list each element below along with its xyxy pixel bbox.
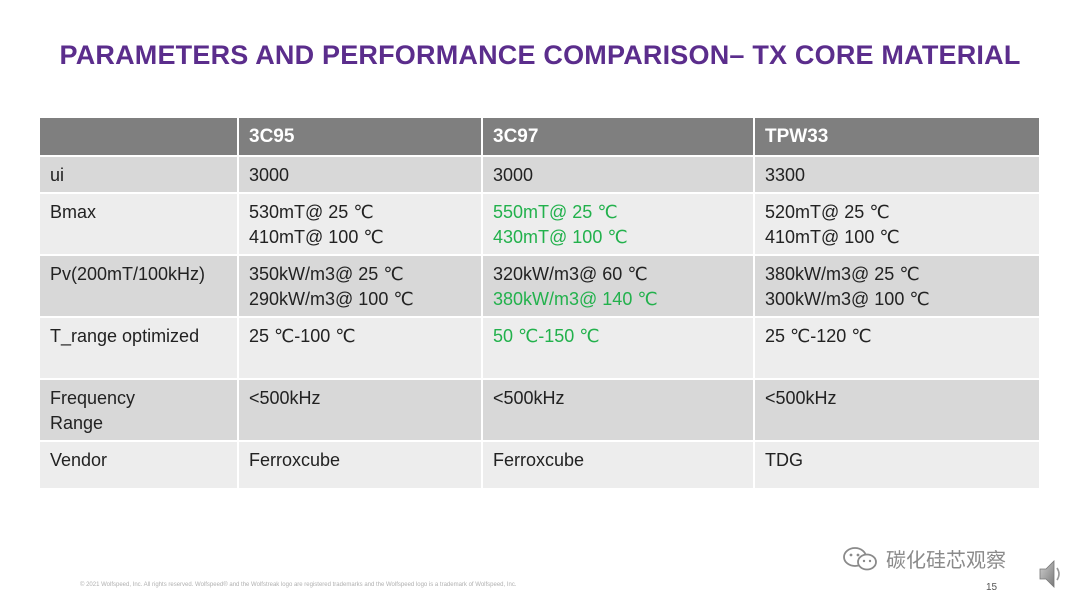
speaker-icon[interactable] <box>1038 557 1066 591</box>
header-cell-tpw33: TPW33 <box>754 118 1039 157</box>
row-label: T_range optimized <box>40 317 239 380</box>
table-cell: Ferroxcube <box>482 441 755 490</box>
table-cell: 520mT@ 25 ℃ 410mT@ 100 ℃ <box>754 193 1039 256</box>
watermark-text: 碳化硅芯观察 <box>886 550 1006 572</box>
table-cell: 3300 <box>754 156 1039 194</box>
table-cell: <500kHz <box>754 379 1039 442</box>
row-label: Vendor <box>40 441 239 490</box>
header-cell-3c95: 3C95 <box>238 118 483 157</box>
table-row-vendor: Vendor Ferroxcube Ferroxcube TDG <box>40 441 1039 490</box>
wechat-icon <box>843 546 877 570</box>
table-row-frequency: Frequency Range <500kHz <500kHz <500kHz <box>40 379 1039 442</box>
row-label: Pv(200mT/100kHz) <box>40 255 239 318</box>
header-cell-3c97: 3C97 <box>482 118 755 157</box>
comparison-table: 3C95 3C97 TPW33 ui 3000 3000 3300 Bmax 5… <box>40 118 1039 490</box>
row-label: Frequency Range <box>40 379 239 442</box>
table-header-row: 3C95 3C97 TPW33 <box>40 118 1039 157</box>
table-cell: 380kW/m3@ 25 ℃ 300kW/m3@ 100 ℃ <box>754 255 1039 318</box>
table-cell: 550mT@ 25 ℃ 430mT@ 100 ℃ <box>482 193 755 256</box>
table-cell: 50 ℃-150 ℃ <box>482 317 755 380</box>
table-cell: 3000 <box>238 156 483 194</box>
table-cell: 530mT@ 25 ℃ 410mT@ 100 ℃ <box>238 193 483 256</box>
table-cell: 25 ℃-120 ℃ <box>754 317 1039 380</box>
table-cell: 3000 <box>482 156 755 194</box>
table-cell: 350kW/m3@ 25 ℃ 290kW/m3@ 100 ℃ <box>238 255 483 318</box>
table-cell: 320kW/m3@ 60 ℃ 380kW/m3@ 140 ℃ <box>482 255 755 318</box>
page-number: 15 <box>986 582 998 593</box>
table-cell: <500kHz <box>482 379 755 442</box>
table-cell: TDG <box>754 441 1039 490</box>
row-label: Bmax <box>40 193 239 256</box>
table-row-bmax: Bmax 530mT@ 25 ℃ 410mT@ 100 ℃ 550mT@ 25 ℃… <box>40 193 1039 256</box>
table-row-pv: Pv(200mT/100kHz) 350kW/m3@ 25 ℃ 290kW/m3@… <box>40 255 1039 318</box>
table-row-ui: ui 3000 3000 3300 <box>40 156 1039 194</box>
table-cell: 25 ℃-100 ℃ <box>238 317 483 380</box>
table-row-trange: T_range optimized 25 ℃-100 ℃ 50 ℃-150 ℃ … <box>40 317 1039 380</box>
table-cell: Ferroxcube <box>238 441 483 490</box>
header-cell-empty <box>40 118 239 157</box>
watermark: 碳化硅芯观察 <box>842 544 1006 573</box>
table-cell: <500kHz <box>238 379 483 442</box>
copyright-footer: © 2021 Wolfspeed, Inc. All rights reserv… <box>80 582 517 588</box>
row-label: ui <box>40 156 239 194</box>
slide-title: PARAMETERS AND PERFORMANCE COMPARISON– T… <box>59 40 1021 70</box>
